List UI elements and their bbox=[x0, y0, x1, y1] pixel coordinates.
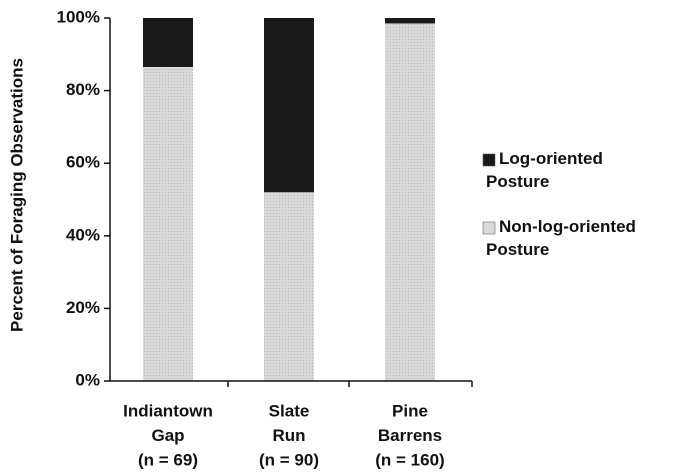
x-tick-label: (n = 90) bbox=[259, 450, 319, 469]
legend-label: Log-oriented Posture bbox=[486, 149, 603, 191]
x-tick-label: Indiantown bbox=[123, 401, 213, 420]
x-tick-label: (n = 160) bbox=[375, 450, 444, 469]
y-axis-title: Percent of Foraging Observations bbox=[7, 58, 26, 332]
bar-texture bbox=[264, 192, 314, 381]
bar-segment bbox=[264, 18, 314, 193]
legend-swatch bbox=[482, 153, 496, 167]
y-tick-label: 0% bbox=[75, 370, 100, 389]
bar-segment bbox=[143, 18, 193, 68]
x-tick-label: Pine bbox=[392, 401, 428, 420]
y-tick-label: 20% bbox=[66, 298, 100, 317]
y-tick-label: 40% bbox=[66, 225, 100, 244]
y-tick-label: 60% bbox=[66, 153, 100, 172]
y-tick-label: 80% bbox=[66, 80, 100, 99]
x-tick-label: Run bbox=[272, 426, 305, 445]
bar-segment bbox=[385, 18, 435, 24]
bar-texture bbox=[143, 67, 193, 381]
y-tick-label: 100% bbox=[57, 7, 100, 26]
x-tick-label: Slate bbox=[269, 401, 310, 420]
legend-swatch bbox=[482, 221, 496, 235]
x-tick-label: (n = 69) bbox=[138, 450, 198, 469]
bar-texture bbox=[385, 23, 435, 381]
legend-label: Non-log-oriented Posture bbox=[486, 217, 636, 259]
x-tick-label: Barrens bbox=[378, 426, 442, 445]
x-tick-label: Gap bbox=[151, 426, 184, 445]
